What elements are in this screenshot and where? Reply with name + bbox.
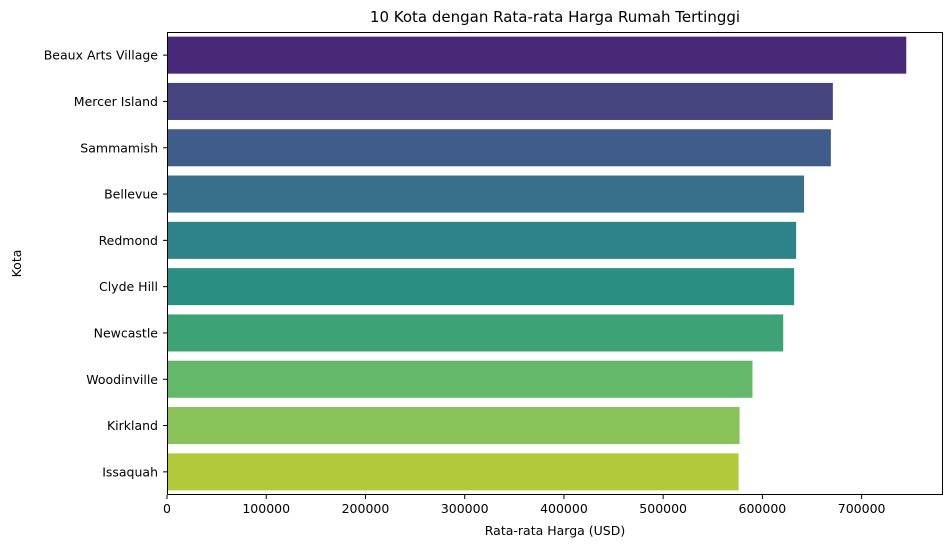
y-tick-label: Sammamish — [80, 140, 158, 155]
bars — [167, 36, 907, 491]
x-axis-ticks: 0 100000 200000 300000 400000 500000 600000 700… — [163, 495, 886, 516]
y-axis-ticks: Beaux Arts Village Mercer Island Sammamish… — [44, 48, 167, 479]
y-tick-label: Beaux Arts Village — [44, 48, 159, 63]
x-tick-label: 0 — [163, 501, 171, 516]
x-tick-label: 700000 — [838, 501, 886, 516]
x-tick-label: 100000 — [242, 501, 290, 516]
y-tick-label: Kirkland — [107, 418, 158, 433]
y-tick-label: Mercer Island — [74, 94, 158, 109]
x-tick-label: 500000 — [639, 501, 687, 516]
bar-sammamish — [167, 129, 831, 167]
x-tick-label: 300000 — [441, 501, 489, 516]
y-tick-label: Bellevue — [104, 187, 158, 202]
x-tick-label: 600000 — [739, 501, 787, 516]
chart-title: 10 Kota dengan Rata-rata Harga Rumah Ter… — [370, 8, 740, 26]
y-tick-label: Newcastle — [94, 325, 159, 340]
bar-beaux-arts-village — [167, 36, 907, 74]
bar-issaquah — [167, 453, 739, 491]
x-axis-title: Rata-rata Harga (USD) — [485, 523, 626, 538]
bar-woodinville — [167, 360, 753, 398]
bar-mercer-island — [167, 82, 833, 120]
y-tick-label: Issaquah — [102, 464, 158, 479]
x-tick-label: 400000 — [540, 501, 588, 516]
bar-kirkland — [167, 407, 740, 445]
y-axis-title: Kota — [9, 250, 24, 278]
bar-redmond — [167, 221, 797, 259]
x-tick-label: 200000 — [342, 501, 390, 516]
bar-bellevue — [167, 175, 805, 213]
plot-frame — [167, 32, 943, 495]
y-tick-label: Clyde Hill — [99, 279, 158, 294]
bar-newcastle — [167, 314, 784, 352]
bar-clyde-hill — [167, 268, 795, 306]
y-tick-label: Redmond — [99, 233, 158, 248]
y-tick-label: Woodinville — [86, 372, 158, 387]
